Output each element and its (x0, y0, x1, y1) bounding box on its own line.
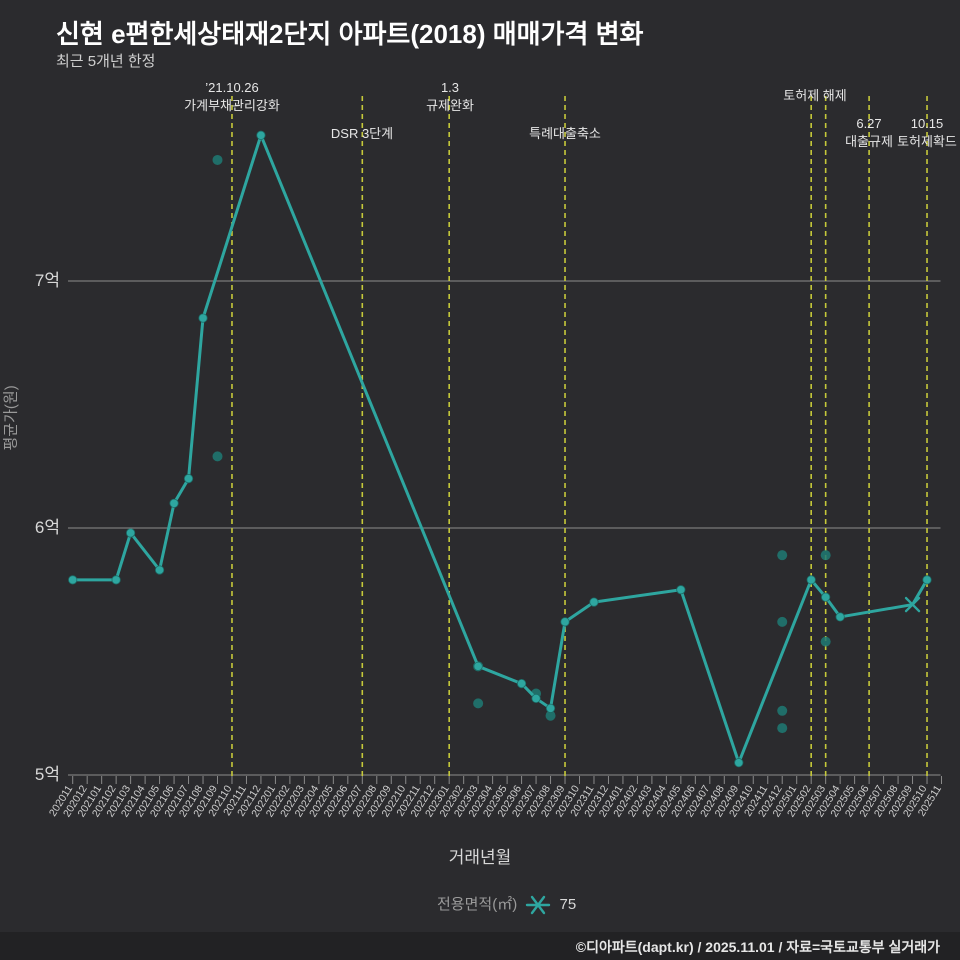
svg-text:5억: 5억 (35, 765, 60, 784)
svg-text:7억: 7억 (35, 271, 60, 290)
svg-text:10.15: 10.15 (911, 116, 944, 131)
svg-text:토허제확드: 토허제확드 (897, 134, 957, 149)
svg-text:1.3: 1.3 (441, 80, 459, 95)
svg-text:특례대출축소: 특례대출축소 (529, 126, 601, 141)
svg-text:6.27: 6.27 (856, 116, 881, 131)
svg-text:DSR 3단계: DSR 3단계 (331, 126, 393, 141)
svg-text:규제완화: 규제완화 (426, 98, 474, 113)
svg-text:토허제 해제: 토허제 해제 (783, 88, 846, 103)
svg-text:대출규제: 대출규제 (845, 134, 893, 149)
svg-text:6억: 6억 (35, 518, 60, 537)
svg-text:가계부채관리강화: 가계부채관리강화 (184, 98, 280, 113)
svg-text:’21.10.26: ’21.10.26 (205, 80, 259, 95)
